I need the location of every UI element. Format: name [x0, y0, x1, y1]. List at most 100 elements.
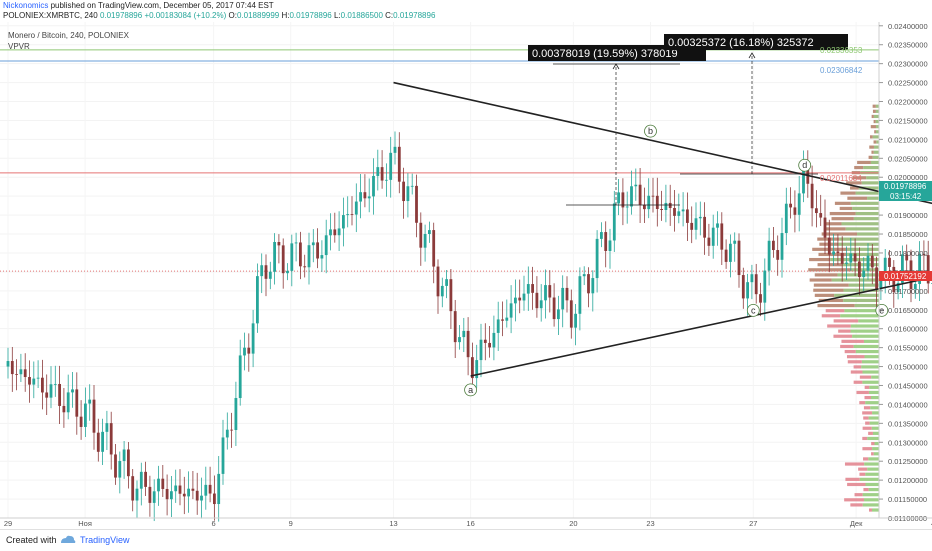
- volume-bar-down: [822, 314, 840, 317]
- candle-body: [811, 184, 814, 209]
- wave-label: b: [648, 126, 653, 136]
- candle-body: [871, 256, 874, 268]
- candle-body: [613, 203, 616, 240]
- candle-body: [192, 489, 195, 491]
- candle-body: [278, 242, 281, 245]
- volume-bar-down: [835, 202, 851, 205]
- volume-bar-down: [818, 263, 843, 266]
- price-tick-label: 0.02250000: [888, 79, 928, 88]
- candle-body: [101, 432, 104, 452]
- volume-bar-up: [871, 161, 879, 164]
- candle-body: [591, 278, 594, 293]
- candle-body: [643, 205, 646, 209]
- volume-bar-down: [848, 360, 862, 363]
- candle-body: [540, 300, 543, 308]
- volume-bar-up: [873, 135, 879, 138]
- volume-bar-down: [833, 335, 852, 338]
- candle-body: [110, 423, 113, 454]
- candle-body: [11, 361, 14, 374]
- volume-bar-up: [846, 227, 879, 230]
- candle-body: [480, 340, 483, 360]
- author-link[interactable]: Nickonomics: [3, 1, 48, 10]
- price-tick-label: 0.01150000: [888, 495, 927, 504]
- tradingview-logo-icon: [60, 534, 76, 546]
- price-tick-label: 0.01850000: [888, 230, 928, 239]
- candle-body: [501, 319, 504, 320]
- candle-body: [686, 209, 689, 222]
- candle-body: [755, 274, 758, 294]
- volume-profile: [808, 105, 879, 512]
- candle-body: [557, 309, 560, 319]
- candle-body: [41, 378, 44, 393]
- candle-body: [290, 243, 293, 270]
- candle-body: [720, 223, 723, 249]
- candle-body: [574, 314, 577, 328]
- volume-bar-up: [865, 355, 879, 358]
- volume-bar-down: [862, 447, 872, 450]
- candle-body: [845, 263, 848, 264]
- candle-body: [235, 398, 238, 430]
- candle-body: [230, 430, 233, 431]
- candle-body: [209, 485, 212, 494]
- volume-bar-down: [840, 192, 855, 195]
- volume-bar-down: [873, 105, 876, 108]
- volume-bar-down: [857, 161, 871, 164]
- volume-bar-up: [858, 319, 879, 322]
- volume-bar-down: [845, 462, 864, 465]
- candle-body: [394, 147, 397, 153]
- volume-bar-down: [815, 294, 834, 297]
- time-tick-label: 16: [466, 519, 474, 528]
- candle-body: [316, 242, 319, 258]
- candle-body: [273, 242, 276, 272]
- publish-text: published on TradingView.com, December 0…: [51, 1, 274, 10]
- candle-body: [58, 384, 61, 406]
- indicator-name[interactable]: VPVR: [8, 41, 129, 52]
- volume-bar-down: [841, 340, 864, 343]
- volume-bar-up: [870, 422, 879, 425]
- candle-body: [389, 153, 392, 180]
- volume-bar-up: [866, 176, 879, 179]
- tag-red-line: 0.01752192: [884, 272, 927, 281]
- candle-body: [131, 476, 134, 500]
- time-tick-label: Ноя: [78, 519, 92, 528]
- time-axis[interactable]: 29Ноя691316202327Дек471114: [0, 518, 932, 528]
- candle-body: [84, 404, 87, 427]
- volume-bar-up: [867, 437, 879, 440]
- created-with-label: Created with: [6, 535, 57, 545]
- candle-body: [634, 185, 637, 187]
- candle-body: [497, 319, 500, 332]
- measure-1-label: 0.00378019 (19.59%) 378019: [532, 48, 678, 60]
- candle-body: [738, 241, 741, 275]
- volume-bar-up: [856, 212, 879, 215]
- candle-body: [381, 167, 384, 180]
- volume-bar-down: [834, 319, 859, 322]
- candle-body: [260, 265, 263, 276]
- wave-label: c: [751, 305, 756, 315]
- tradingview-link[interactable]: TradingView: [80, 535, 130, 545]
- candle-body: [75, 389, 78, 416]
- candle-body: [372, 176, 375, 196]
- candle-body: [247, 348, 250, 354]
- candle-body: [419, 223, 422, 248]
- candle-body: [282, 245, 285, 273]
- volume-bar-up: [873, 432, 879, 435]
- candle-body: [824, 218, 827, 238]
- footer: Created with TradingView: [0, 529, 932, 551]
- candle-body: [325, 235, 328, 255]
- volume-bar-up: [862, 370, 879, 373]
- volume-bar-up: [861, 365, 879, 368]
- measure-tools[interactable]: 0.00378019 (19.59%) 378019 0.00325372 (1…: [528, 34, 848, 205]
- volume-bar-down: [845, 350, 856, 353]
- candle-body: [544, 285, 547, 300]
- candle-body: [20, 369, 23, 374]
- volume-bar-up: [869, 391, 879, 394]
- tag-target-green: 0.02336353: [820, 46, 863, 55]
- candle-body: [118, 461, 121, 478]
- candle-body: [523, 294, 526, 301]
- volume-bar-down: [868, 432, 873, 435]
- change-value: +0.00183084 (+10.2%): [144, 11, 226, 20]
- volume-bar-down: [856, 391, 868, 394]
- volume-bar-up: [869, 488, 879, 491]
- candle-body: [149, 487, 152, 503]
